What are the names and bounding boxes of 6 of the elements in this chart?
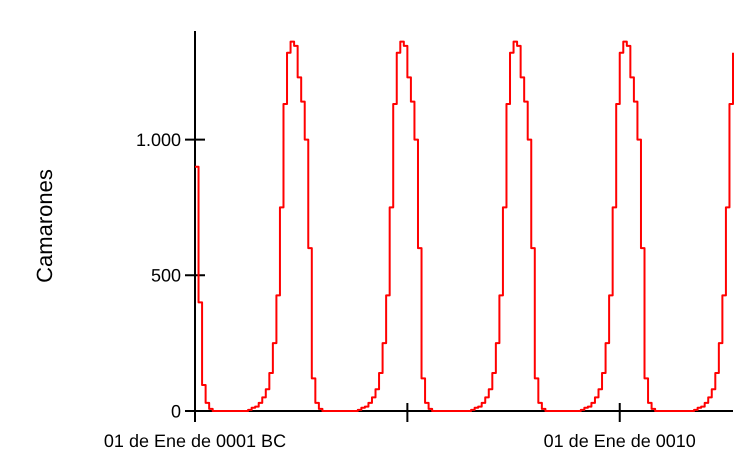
y-tick-label: 1.000: [136, 130, 181, 150]
y-tick-label: 500: [150, 266, 181, 286]
y-tick-label: 0: [170, 401, 181, 422]
x-tick-label: 01 de Ene de 0001 BC: [104, 431, 286, 451]
x-tick-label: 01 de Ene de 0010: [544, 431, 696, 451]
y-axis-title: Camarones: [32, 169, 57, 283]
